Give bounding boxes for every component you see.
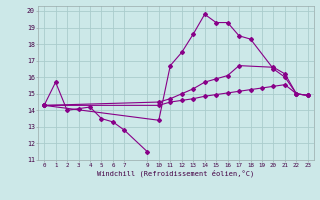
X-axis label: Windchill (Refroidissement éolien,°C): Windchill (Refroidissement éolien,°C) <box>97 170 255 177</box>
